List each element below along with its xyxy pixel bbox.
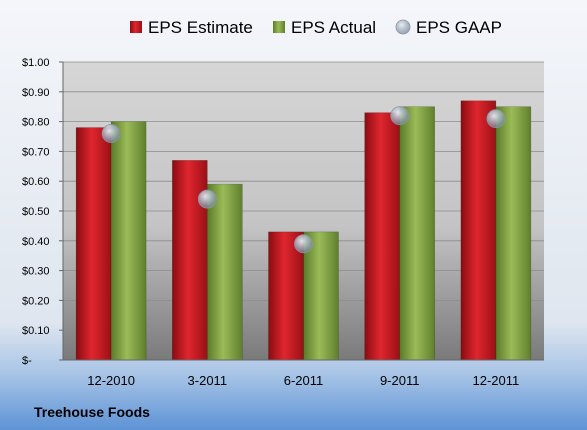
y-tick-label: $0.60: [22, 176, 50, 188]
legend-swatch-eps-gaap: [395, 19, 411, 35]
legend: EPS Estimate EPS Actual EPS GAAP: [130, 18, 502, 37]
y-tick-label: $0.50: [22, 206, 50, 218]
legend-swatch-eps-estimate: [130, 21, 142, 33]
bar-eps-estimate: [268, 231, 304, 361]
y-tick-label: $-: [22, 355, 32, 367]
legend-label-eps-estimate: EPS Estimate: [148, 18, 253, 37]
y-tick-label: $0.10: [22, 325, 50, 337]
bar-eps-actual: [303, 231, 339, 361]
x-tick-label: 6-2011: [284, 373, 324, 388]
y-tick-label: $0.70: [22, 146, 50, 158]
y-tick-label: $0.20: [22, 295, 50, 307]
legend-swatch-eps-actual: [273, 21, 285, 33]
marker-eps-gaap: [486, 109, 506, 129]
y-axis-ticks: $- $0.10 $0.20 $0.30 $0.40 $0.50 $0.60 $0.70 $0.…: [22, 57, 63, 367]
legend-label-eps-gaap: EPS GAAP: [416, 18, 502, 37]
gaap-markers: [101, 106, 506, 254]
x-tick-label: 12-2010: [87, 373, 135, 388]
bar-eps-actual: [110, 121, 147, 361]
legend-label-eps-actual: EPS Actual: [291, 18, 376, 37]
company-name: Treehouse Foods: [34, 404, 150, 420]
marker-eps-gaap: [101, 124, 121, 143]
bar-eps-estimate: [364, 112, 401, 361]
bar-eps-estimate: [460, 100, 497, 361]
x-axis-labels: 12-2010 3-2011 6-2011 9-2011 12-2011: [87, 373, 519, 388]
x-tick-label: 12-2011: [473, 373, 520, 388]
y-tick-label: $0.80: [22, 117, 50, 129]
x-tick-label: 9-2011: [380, 373, 420, 388]
x-tick-label: 3-2011: [188, 373, 228, 388]
bar-eps-actual: [399, 106, 436, 361]
y-tick-label: $0.90: [22, 87, 50, 99]
marker-eps-gaap: [197, 189, 217, 209]
bar-eps-estimate: [75, 127, 112, 361]
bar-eps-actual: [207, 183, 243, 361]
marker-eps-gaap: [390, 106, 410, 126]
bar-eps-estimate: [172, 160, 208, 361]
bars: [75, 100, 532, 361]
y-tick-label: $1.00: [22, 57, 50, 69]
y-tick-label: $0.30: [22, 266, 50, 278]
y-tick-label: $0.40: [22, 236, 50, 248]
marker-eps-gaap: [294, 234, 313, 254]
bar-eps-actual: [495, 106, 532, 361]
